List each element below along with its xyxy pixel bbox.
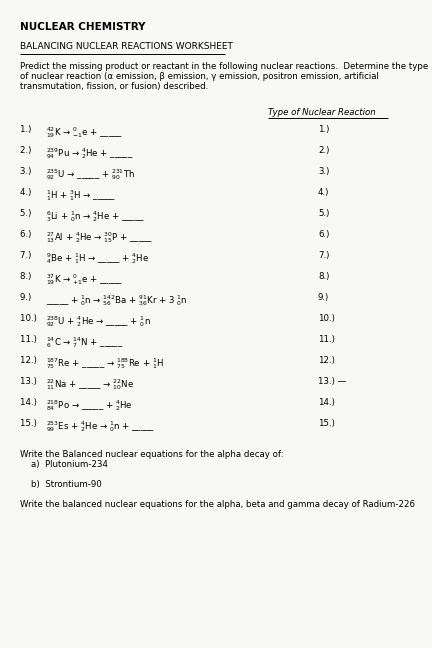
Text: a)  Plutonium-234: a) Plutonium-234 <box>20 460 108 469</box>
Text: 7.): 7.) <box>20 251 40 260</box>
Text: 14.): 14.) <box>20 398 42 407</box>
Text: 10.): 10.) <box>318 314 335 323</box>
Text: 11.): 11.) <box>20 335 42 344</box>
Text: transmutation, fission, or fusion) described.: transmutation, fission, or fusion) descr… <box>20 82 208 91</box>
Text: 12.): 12.) <box>318 356 335 365</box>
Text: 4.): 4.) <box>20 188 40 197</box>
Text: Write the Balanced nuclear equations for the alpha decay of:: Write the Balanced nuclear equations for… <box>20 450 284 459</box>
Text: 8.): 8.) <box>20 272 40 281</box>
Text: 8.): 8.) <box>318 272 329 281</box>
Text: $^{22}_{11}$Na + _____ → $^{22}_{10}$Ne: $^{22}_{11}$Na + _____ → $^{22}_{10}$Ne <box>46 377 134 392</box>
Text: $^{187}_{75}$Re + _____ → $^{188}_{75}$Re + $^{1}_{1}$H: $^{187}_{75}$Re + _____ → $^{188}_{75}$R… <box>46 356 164 371</box>
Text: 2.): 2.) <box>20 146 40 155</box>
Text: BALANCING NUCLEAR REACTIONS WORKSHEET: BALANCING NUCLEAR REACTIONS WORKSHEET <box>20 42 233 51</box>
Text: 9.): 9.) <box>318 293 329 302</box>
Text: 10.): 10.) <box>20 314 42 323</box>
Text: Type of Nuclear Reaction: Type of Nuclear Reaction <box>268 108 376 117</box>
Text: Write the balanced nuclear equations for the alpha, beta and gamma decay of Radi: Write the balanced nuclear equations for… <box>20 500 415 509</box>
Text: $^{238}_{92}$U + $^{4}_{2}$He → _____ + $^{1}_{0}$n: $^{238}_{92}$U + $^{4}_{2}$He → _____ + … <box>46 314 151 329</box>
Text: _____ + $^{1}_{0}$n → $^{142}_{56}$Ba + $^{91}_{36}$Kr + 3 $^{1}_{0}$n: _____ + $^{1}_{0}$n → $^{142}_{56}$Ba + … <box>46 293 187 308</box>
Text: $^{9}_{4}$Be + $^{1}_{1}$H → _____ + $^{4}_{2}$He: $^{9}_{4}$Be + $^{1}_{1}$H → _____ + $^{… <box>46 251 149 266</box>
Text: $^{42}_{19}$K → $^{0}_{-1}$e + _____: $^{42}_{19}$K → $^{0}_{-1}$e + _____ <box>46 125 123 140</box>
Text: 1.): 1.) <box>318 125 329 134</box>
Text: NUCLEAR CHEMISTRY: NUCLEAR CHEMISTRY <box>20 22 146 32</box>
Text: 13.): 13.) <box>20 377 42 386</box>
Text: $^{1}_{1}$H + $^{3}_{1}$H → _____: $^{1}_{1}$H + $^{3}_{1}$H → _____ <box>46 188 116 203</box>
Text: 15.): 15.) <box>318 419 335 428</box>
Text: $^{27}_{13}$Al + $^{4}_{2}$He → $^{30}_{15}$P + _____: $^{27}_{13}$Al + $^{4}_{2}$He → $^{30}_{… <box>46 230 153 245</box>
Text: Predict the missing product or reactant in the following nuclear reactions.  Det: Predict the missing product or reactant … <box>20 62 428 71</box>
Text: 11.): 11.) <box>318 335 335 344</box>
Text: 7.): 7.) <box>318 251 329 260</box>
Text: 14.): 14.) <box>318 398 335 407</box>
Text: $^{253}_{99}$Es + $^{4}_{2}$He → $^{1}_{0}$n + _____: $^{253}_{99}$Es + $^{4}_{2}$He → $^{1}_{… <box>46 419 155 434</box>
Text: 3.): 3.) <box>20 167 40 176</box>
Text: 1.): 1.) <box>20 125 40 134</box>
Text: $^{218}_{84}$Po → _____ + $^{4}_{2}$He: $^{218}_{84}$Po → _____ + $^{4}_{2}$He <box>46 398 133 413</box>
Text: of nuclear reaction (α emission, β emission, γ emission, positron emission, arti: of nuclear reaction (α emission, β emiss… <box>20 72 379 81</box>
Text: 5.): 5.) <box>20 209 40 218</box>
Text: 3.): 3.) <box>318 167 329 176</box>
Text: 15.): 15.) <box>20 419 42 428</box>
Text: $^{14}_{6}$C → $^{14}_{7}$N + _____: $^{14}_{6}$C → $^{14}_{7}$N + _____ <box>46 335 124 350</box>
Text: 6.): 6.) <box>20 230 40 239</box>
Text: 2.): 2.) <box>318 146 329 155</box>
Text: 13.) —: 13.) — <box>318 377 346 386</box>
Text: $^{239}_{94}$Pu → $^{4}_{2}$He + _____: $^{239}_{94}$Pu → $^{4}_{2}$He + _____ <box>46 146 133 161</box>
Text: 4.): 4.) <box>318 188 329 197</box>
Text: 6.): 6.) <box>318 230 329 239</box>
Text: $^{6}_{3}$Li + $^{1}_{0}$n → $^{4}_{2}$He + _____: $^{6}_{3}$Li + $^{1}_{0}$n → $^{4}_{2}$H… <box>46 209 145 224</box>
Text: 12.): 12.) <box>20 356 42 365</box>
Text: $^{235}_{92}$U → _____ + $^{231}_{90}$Th: $^{235}_{92}$U → _____ + $^{231}_{90}$Th <box>46 167 135 182</box>
Text: $^{37}_{19}$K → $^{0}_{+1}$e + _____: $^{37}_{19}$K → $^{0}_{+1}$e + _____ <box>46 272 123 287</box>
Text: b)  Strontium-90: b) Strontium-90 <box>20 480 102 489</box>
Text: 5.): 5.) <box>318 209 329 218</box>
Text: 9.): 9.) <box>20 293 39 302</box>
